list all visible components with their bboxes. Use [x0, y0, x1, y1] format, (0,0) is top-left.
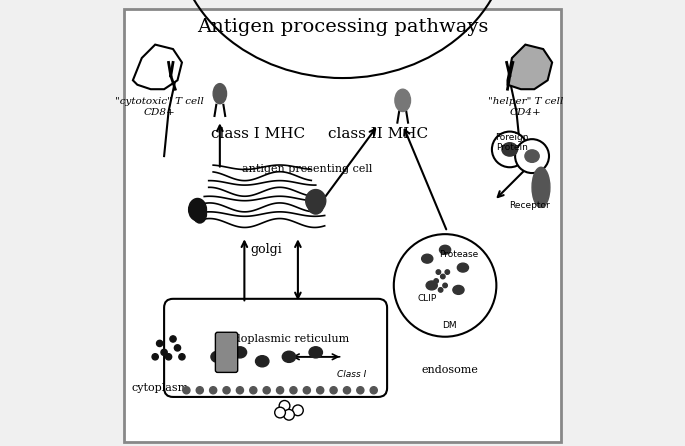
Ellipse shape — [282, 351, 296, 362]
Text: DM: DM — [443, 321, 457, 330]
Ellipse shape — [308, 196, 323, 214]
Circle shape — [357, 387, 364, 394]
Ellipse shape — [426, 281, 437, 290]
Circle shape — [440, 274, 445, 279]
Text: Protease: Protease — [439, 250, 478, 259]
Circle shape — [290, 387, 297, 394]
Ellipse shape — [458, 263, 469, 272]
Ellipse shape — [525, 150, 539, 162]
Text: class I MHC: class I MHC — [211, 127, 305, 141]
Circle shape — [275, 407, 286, 418]
Text: Class I: Class I — [337, 370, 366, 379]
Ellipse shape — [256, 356, 269, 367]
Text: Foreign
Protein: Foreign Protein — [495, 133, 529, 153]
Ellipse shape — [193, 205, 206, 223]
Circle shape — [156, 340, 163, 347]
Circle shape — [443, 283, 447, 288]
Polygon shape — [133, 45, 182, 89]
Circle shape — [170, 336, 176, 342]
Ellipse shape — [422, 254, 433, 263]
Circle shape — [161, 349, 167, 355]
Ellipse shape — [213, 83, 227, 104]
FancyBboxPatch shape — [164, 299, 387, 397]
Circle shape — [284, 409, 295, 420]
FancyBboxPatch shape — [215, 332, 238, 372]
Circle shape — [515, 139, 549, 173]
Circle shape — [445, 270, 449, 274]
Circle shape — [152, 354, 158, 360]
Circle shape — [330, 387, 337, 394]
Ellipse shape — [440, 245, 451, 254]
Ellipse shape — [233, 347, 247, 358]
Ellipse shape — [395, 89, 410, 112]
Circle shape — [223, 387, 230, 394]
Circle shape — [277, 387, 284, 394]
Text: cytoplasm: cytoplasm — [131, 383, 188, 393]
Text: Receptor: Receptor — [510, 201, 550, 210]
Circle shape — [292, 405, 303, 416]
Text: "cytotoxic" T cell
CD8+: "cytotoxic" T cell CD8+ — [115, 97, 204, 117]
Ellipse shape — [188, 198, 206, 221]
Circle shape — [250, 387, 257, 394]
Text: antigen presenting cell: antigen presenting cell — [242, 165, 372, 174]
Text: "helper" T cell
CD4+: "helper" T cell CD4+ — [488, 97, 563, 117]
Ellipse shape — [532, 167, 550, 207]
Ellipse shape — [502, 143, 518, 156]
Circle shape — [436, 270, 440, 274]
Circle shape — [438, 288, 443, 292]
Circle shape — [492, 132, 527, 167]
Text: CLIP: CLIP — [418, 294, 437, 303]
Circle shape — [179, 354, 185, 360]
Circle shape — [166, 354, 172, 360]
Circle shape — [196, 387, 203, 394]
Text: golgi: golgi — [251, 243, 282, 256]
Polygon shape — [508, 45, 552, 89]
Circle shape — [183, 387, 190, 394]
Circle shape — [263, 387, 271, 394]
Text: endoplasmic reticulum: endoplasmic reticulum — [220, 334, 349, 344]
Circle shape — [394, 234, 497, 337]
FancyBboxPatch shape — [124, 9, 561, 442]
Circle shape — [370, 387, 377, 394]
Ellipse shape — [211, 351, 224, 362]
Text: endosome: endosome — [421, 365, 478, 375]
Circle shape — [343, 387, 351, 394]
Circle shape — [236, 387, 243, 394]
Text: class II MHC: class II MHC — [328, 127, 428, 141]
Ellipse shape — [453, 285, 464, 294]
Circle shape — [279, 401, 290, 411]
Ellipse shape — [309, 347, 323, 358]
Circle shape — [175, 345, 181, 351]
Ellipse shape — [306, 190, 326, 212]
Circle shape — [210, 387, 216, 394]
Circle shape — [434, 279, 438, 283]
Text: Antigen processing pathways: Antigen processing pathways — [197, 18, 488, 36]
Circle shape — [303, 387, 310, 394]
Circle shape — [316, 387, 324, 394]
